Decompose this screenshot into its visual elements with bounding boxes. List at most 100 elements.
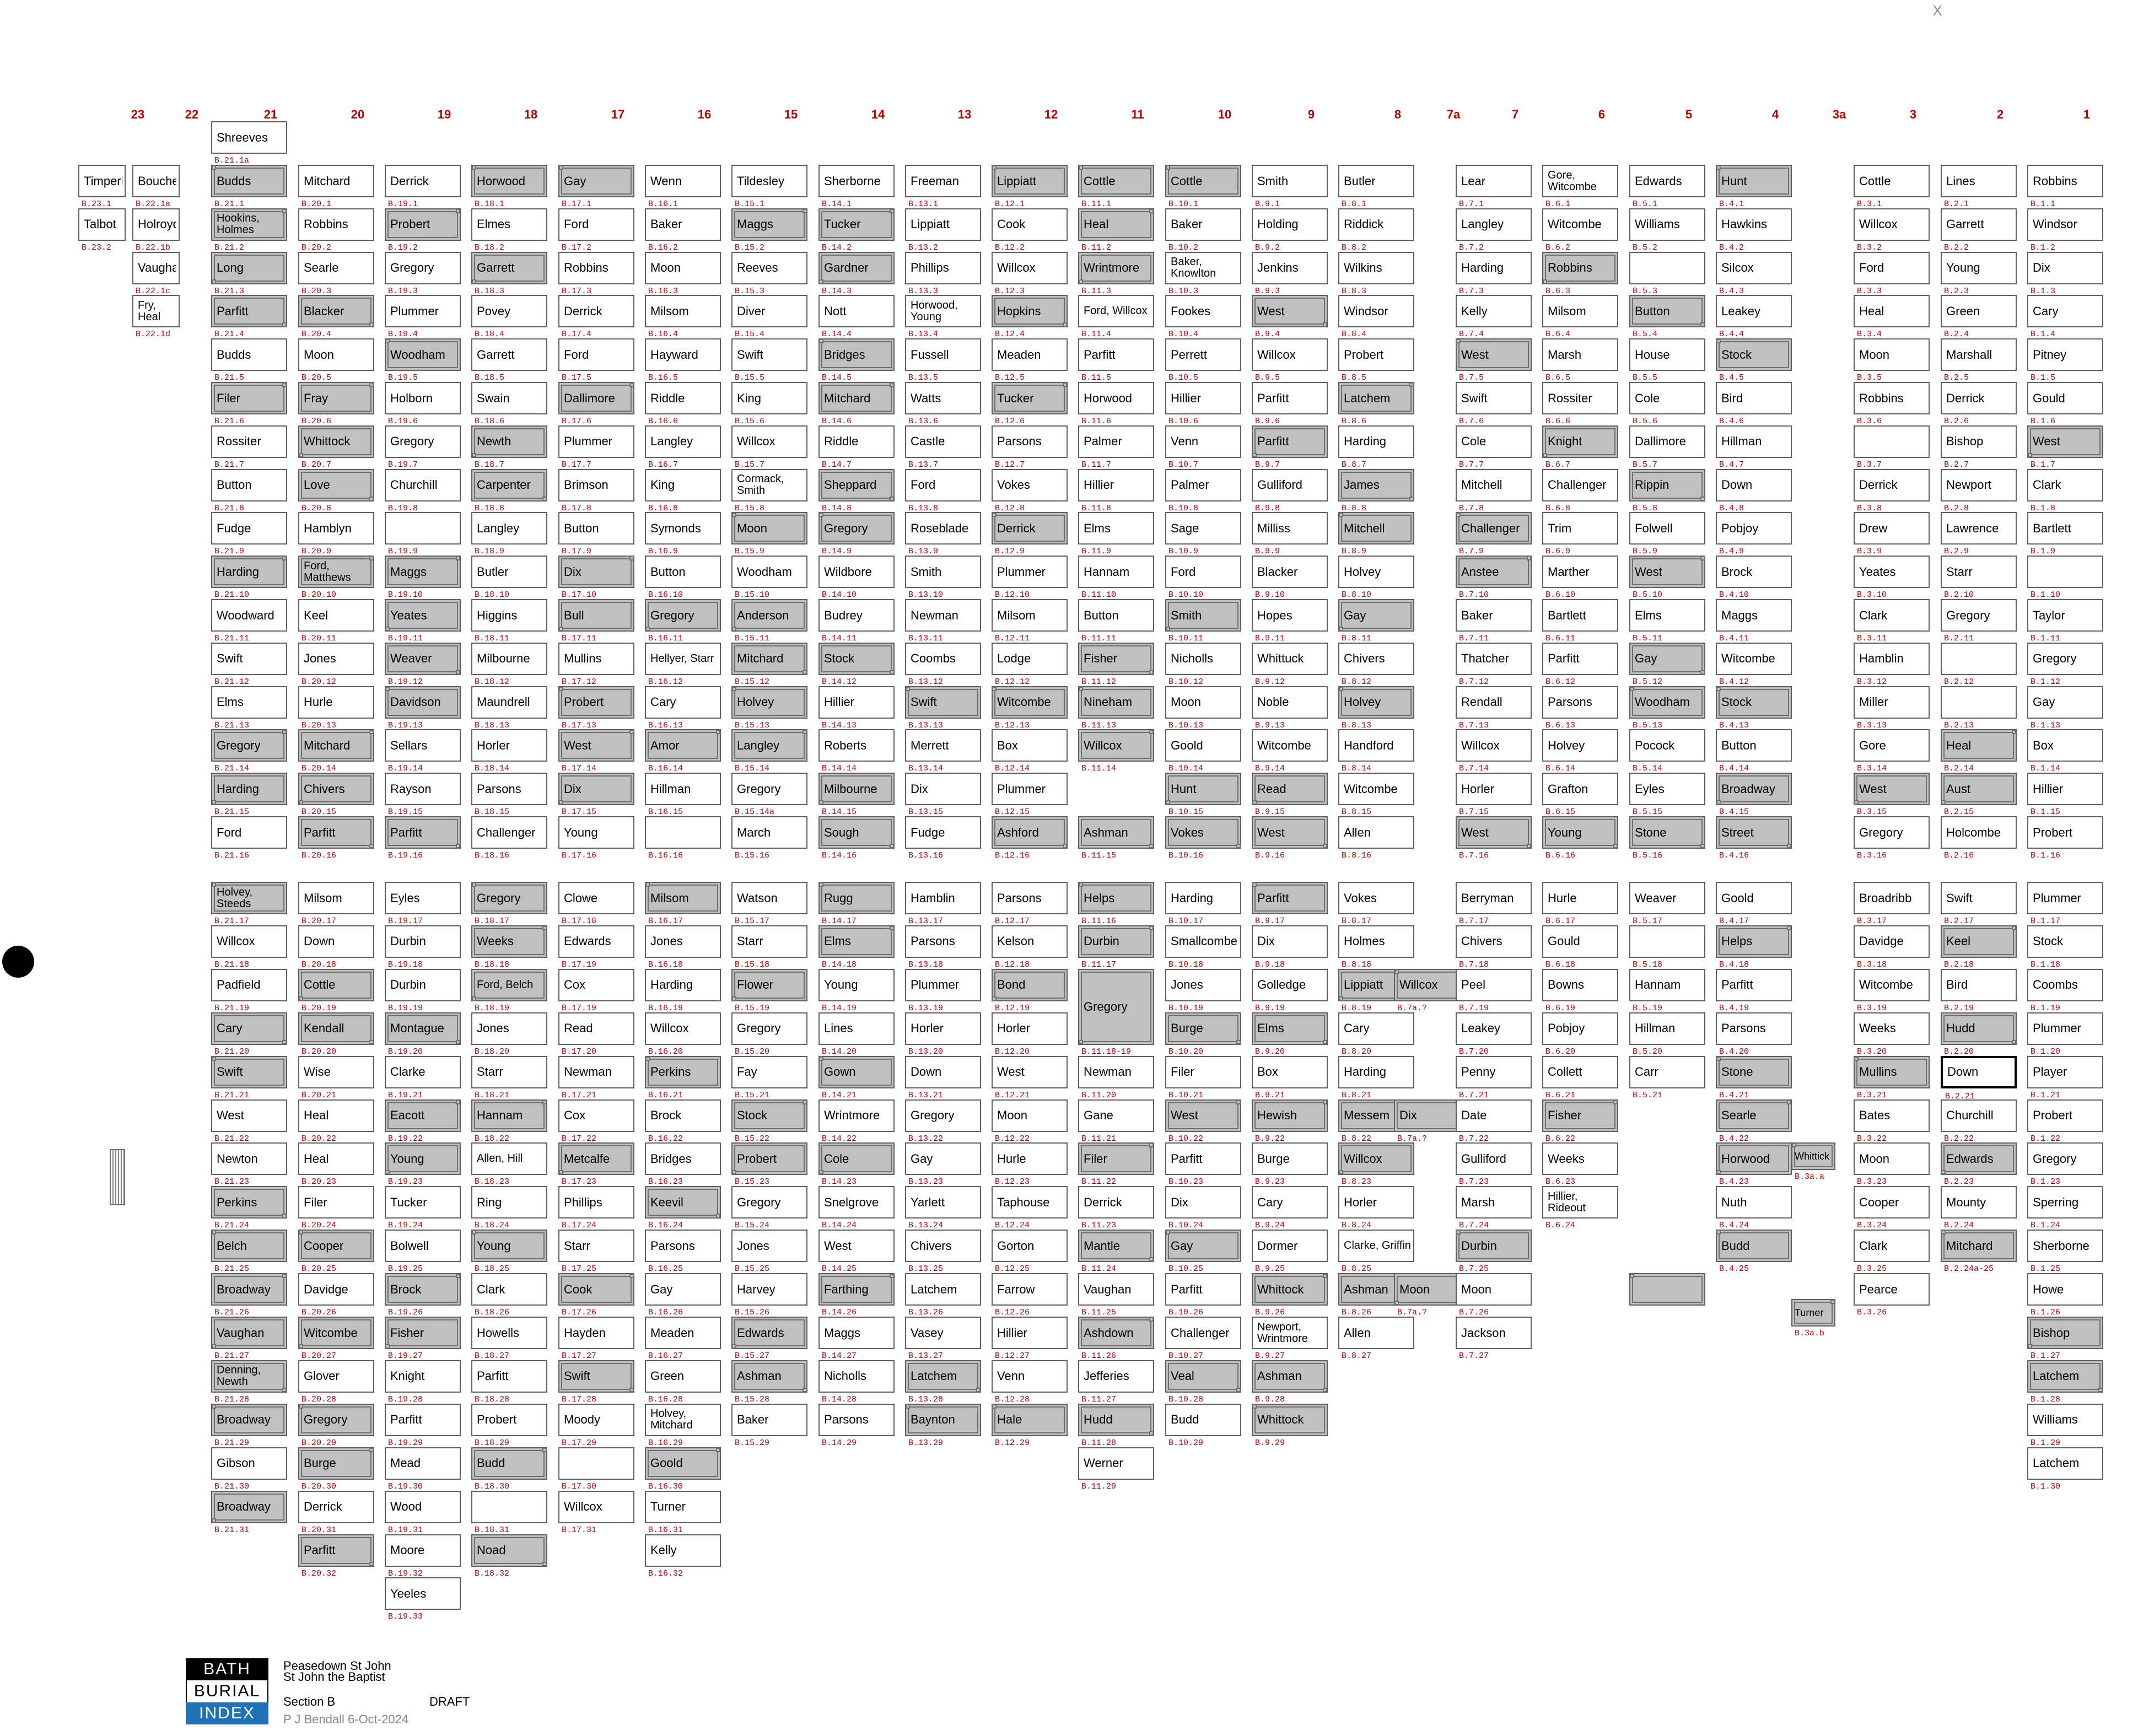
grave-plot[interactable]: Chivers B.20.15 [298, 773, 374, 817]
grave-plot[interactable]: Probert B.19.2 [385, 208, 461, 252]
grave-plot[interactable]: Harding B.21.10 [211, 556, 287, 600]
grave-plot[interactable]: Gorton B.12.25 [992, 1230, 1068, 1274]
grave-plot[interactable]: Broadway B.4.15 [1716, 773, 1792, 817]
grave-plot[interactable]: Davidge B.20.26 [298, 1273, 374, 1317]
grave-plot[interactable]: Meaden B.12.5 [992, 338, 1068, 382]
grave-plot[interactable]: Rossiter B.6.6 [1542, 382, 1618, 426]
grave-plot[interactable]: Chivers B.13.25 [905, 1230, 981, 1274]
grave-plot[interactable]: Milsom B.16.17 [645, 882, 721, 926]
grave-plot[interactable]: Moon B.3.5 [1854, 338, 1930, 382]
grave-plot[interactable]: Elms B.21.13 [211, 686, 287, 730]
grave-plot[interactable]: Garrett B.18.5 [471, 338, 547, 382]
grave-plot[interactable]: Gregory B.15.20 [731, 1012, 807, 1056]
grave-plot[interactable]: Budd B.4.25 [1716, 1230, 1792, 1274]
grave-plot[interactable]: Durbin B.7.25 [1456, 1230, 1532, 1274]
grave-plot[interactable]: Noad B.18.32 [471, 1534, 547, 1578]
grave-plot[interactable]: Parsons B.6.13 [1542, 686, 1618, 730]
grave-plot[interactable]: Filer B.20.24 [298, 1186, 374, 1230]
grave-plot[interactable]: Heal B.20.23 [298, 1142, 374, 1187]
grave-plot[interactable]: Symonds B.16.9 [645, 512, 721, 556]
grave-plot[interactable]: Hale B.12.29 [992, 1403, 1068, 1448]
grave-plot[interactable]: Watson B.15.17 [731, 882, 807, 926]
grave-plot[interactable]: B.2.13 [1941, 686, 2017, 730]
grave-plot[interactable]: Gown B.14.21 [818, 1055, 895, 1100]
grave-plot[interactable]: Plummer B.1.17 [2027, 882, 2103, 926]
grave-plot[interactable]: Hopkins B.12.4 [992, 295, 1068, 339]
grave-plot[interactable]: Parfitt B.10.26 [1165, 1273, 1241, 1317]
grave-plot[interactable]: Dix B.9.18 [1252, 925, 1328, 969]
grave-plot[interactable]: Willcox B.11.14 [1078, 729, 1154, 773]
grave-plot[interactable]: Smith B.13.10 [905, 556, 981, 600]
grave-plot[interactable]: Knight B.6.7 [1542, 425, 1618, 470]
grave-plot[interactable]: Sough B.14.16 [818, 816, 895, 860]
grave-plot[interactable]: Venn B.12.28 [992, 1360, 1068, 1404]
grave-plot[interactable]: West B.21.22 [211, 1099, 287, 1144]
grave-plot[interactable]: Milsom B.20.17 [298, 882, 374, 926]
grave-plot[interactable]: Dix B.17.10 [558, 556, 634, 600]
grave-plot[interactable]: Harding B.21.15 [211, 773, 287, 817]
grave-plot[interactable]: Hillier B.14.13 [818, 686, 895, 730]
grave-plot[interactable]: Willcox B.12.3 [992, 251, 1068, 296]
grave-plot[interactable]: Parfitt B.9.6 [1252, 382, 1328, 426]
grave-plot[interactable]: Ford B.17.5 [558, 338, 634, 382]
grave-plot[interactable]: Dormer B.9.25 [1252, 1230, 1328, 1274]
grave-plot[interactable]: Cary B.9.24 [1252, 1186, 1328, 1230]
grave-plot[interactable]: Lippiatt B.12.1 [992, 165, 1068, 209]
grave-plot[interactable]: Hawkins B.4.2 [1716, 208, 1792, 252]
grave-plot[interactable]: Green B.2.4 [1941, 295, 2017, 339]
grave-plot[interactable]: Mullins B.3.21 [1854, 1055, 1930, 1100]
grave-plot[interactable]: Hillman B.16.15 [645, 773, 721, 817]
grave-plot[interactable]: Moody B.17.29 [558, 1403, 634, 1448]
grave-plot[interactable]: Milsom B.12.11 [992, 599, 1068, 643]
grave-plot[interactable]: Hillman B.5.20 [1629, 1012, 1705, 1056]
grave-plot[interactable]: Box B.9.21 [1252, 1055, 1328, 1100]
grave-plot[interactable]: Fookes B.10.4 [1165, 295, 1241, 339]
grave-plot[interactable]: Hunt B.10.15 [1165, 773, 1241, 817]
grave-plot[interactable]: Penny B.7.21 [1456, 1055, 1532, 1100]
grave-plot[interactable]: Goold B.4.17 [1716, 882, 1792, 926]
grave-plot[interactable]: Newton B.21.23 [211, 1142, 287, 1187]
grave-plot[interactable]: Veal B.10.28 [1165, 1360, 1241, 1404]
grave-plot[interactable]: Probert B.1.22 [2027, 1099, 2103, 1144]
grave-plot[interactable]: Pobjoy B.4.9 [1716, 512, 1792, 556]
grave-plot[interactable]: Witcombe B.4.12 [1716, 642, 1792, 687]
grave-plot[interactable]: Ashford B.12.16 [992, 816, 1068, 860]
grave-plot[interactable]: Starr B.18.21 [471, 1055, 547, 1100]
grave-plot[interactable]: Ford B.21.16 [211, 816, 287, 860]
grave-plot[interactable]: Metcalfe B.17.23 [558, 1142, 634, 1187]
grave-plot[interactable]: Hudd B.11.28 [1078, 1403, 1154, 1448]
grave-plot[interactable]: Clark B.1.8 [2027, 468, 2103, 513]
grave-plot[interactable]: Robbins B.20.2 [298, 208, 374, 252]
grave-plot[interactable]: Witcombe B.8.15 [1338, 773, 1414, 817]
grave-plot[interactable]: Wrintmore B.11.3 [1078, 251, 1154, 296]
grave-plot[interactable]: Milsom B.6.4 [1542, 295, 1618, 339]
grave-plot[interactable]: Derrick B.17.4 [558, 295, 634, 339]
grave-plot[interactable]: Cox B.17.22 [558, 1099, 634, 1144]
grave-plot[interactable]: Cook B.12.2 [992, 208, 1068, 252]
grave-plot[interactable]: Baker B.7.11 [1456, 599, 1532, 643]
grave-plot[interactable]: Bishop B.2.7 [1941, 425, 2017, 470]
grave-plot[interactable]: Broadway B.21.26 [211, 1273, 287, 1317]
grave-plot[interactable]: Clark B.18.26 [471, 1273, 547, 1317]
grave-plot[interactable]: Stone B.4.21 [1716, 1055, 1792, 1100]
grave-plot[interactable]: Phillips B.13.3 [905, 251, 981, 296]
grave-plot[interactable]: Rendall B.7.13 [1456, 686, 1532, 730]
grave-plot[interactable]: Baker B.10.2 [1165, 208, 1241, 252]
grave-plot[interactable]: Baker B.15.29 [731, 1403, 807, 1448]
grave-plot[interactable]: B.1.10 [2027, 556, 2103, 600]
grave-plot[interactable]: Moore B.19.32 [385, 1534, 461, 1578]
grave-plot[interactable]: Fudge B.13.16 [905, 816, 981, 860]
grave-plot[interactable]: Whittock B.20.7 [298, 425, 374, 470]
grave-plot[interactable]: Moon B.7.26 [1456, 1273, 1532, 1317]
grave-plot[interactable]: Plummer B.1.20 [2027, 1012, 2103, 1056]
grave-plot[interactable]: Whittuck B.9.12 [1252, 642, 1328, 687]
grave-plot[interactable]: Bridges B.14.5 [818, 338, 895, 382]
grave-plot[interactable]: Ford, Willcox B.11.4 [1078, 295, 1154, 339]
grave-plot[interactable]: House B.5.5 [1629, 338, 1705, 382]
grave-plot[interactable]: Blacker B.9.10 [1252, 556, 1328, 600]
grave-plot[interactable]: Howells B.18.27 [471, 1317, 547, 1361]
grave-plot[interactable]: Probert B.17.13 [558, 686, 634, 730]
grave-plot[interactable]: Gay B.5.12 [1629, 642, 1705, 687]
grave-plot[interactable]: Gregory B.11.18-19 [1078, 968, 1154, 1056]
grave-plot[interactable]: Jackson B.7.27 [1456, 1317, 1532, 1361]
